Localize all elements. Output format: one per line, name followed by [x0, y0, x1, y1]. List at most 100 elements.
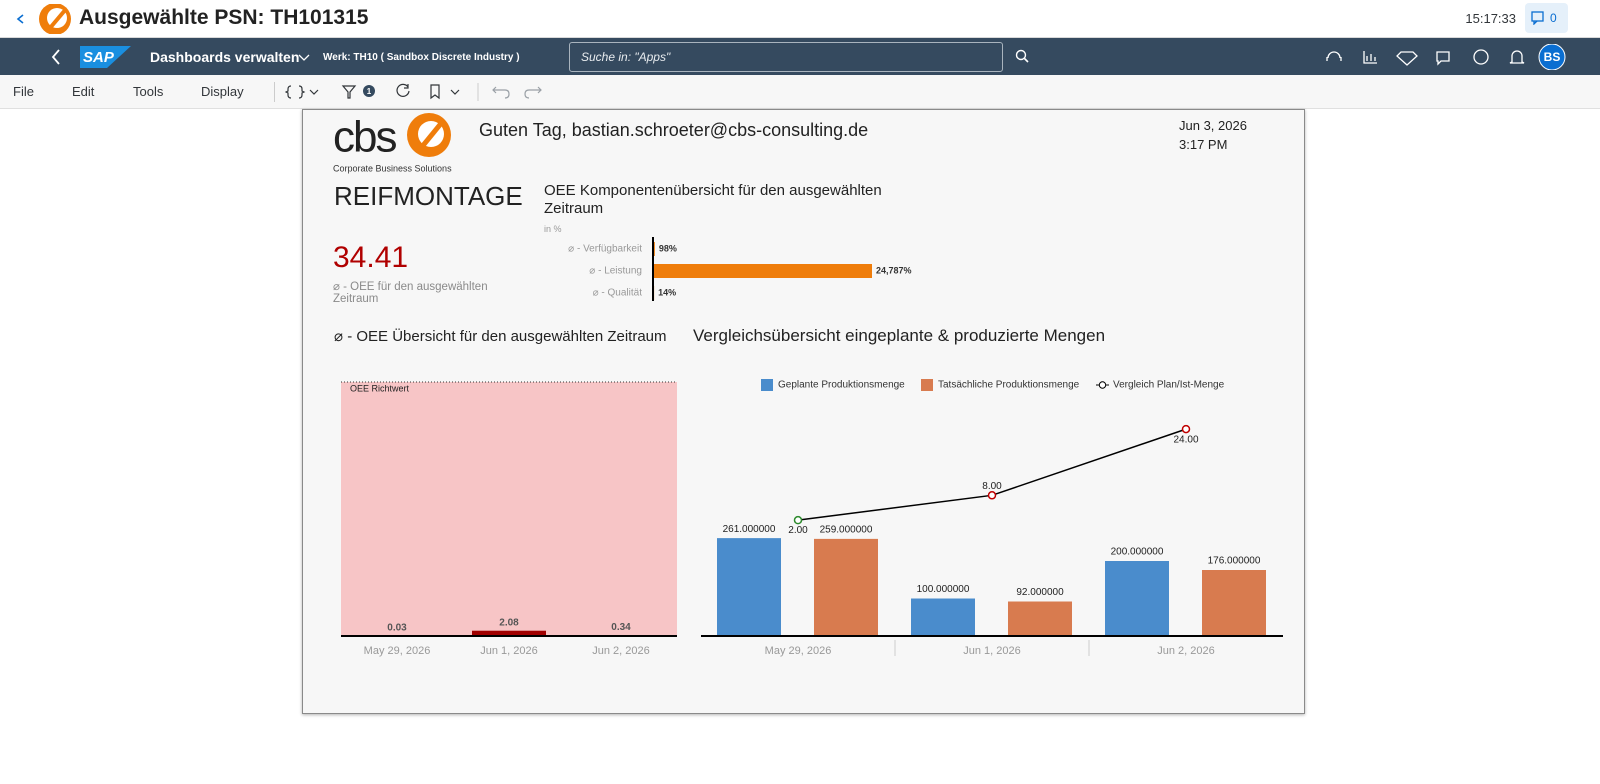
cbs-logo-slash [419, 119, 445, 150]
time: 3:17 PM [1179, 137, 1228, 152]
x-tick-label: May 29, 2026 [765, 645, 832, 657]
help-desk-icon[interactable] [1326, 51, 1342, 61]
legend-label: Geplante Produktionsmenge [778, 380, 905, 391]
bar [814, 538, 878, 636]
value-label: 0.34 [611, 622, 631, 633]
oee-title: ⌀ - OEE Übersicht für den ausgewählten Z… [334, 328, 667, 345]
value-label: 92.000000 [1016, 587, 1064, 598]
cbs-logo-text: cbs [333, 113, 396, 162]
notification-count: 0 [1550, 11, 1557, 25]
toolbar-icons: 1 [285, 83, 542, 101]
kpi-label: ⌀ - OEE für den ausgewählten Zeitraum [333, 281, 488, 305]
bell-icon[interactable] [1509, 50, 1525, 64]
legend-label: Tatsächliche Produktionsmenge [938, 380, 1080, 391]
point-label: 8.00 [982, 481, 1002, 492]
cbs-tagline: Corporate Business Solutions [333, 163, 452, 173]
value-label: 2.08 [499, 617, 519, 628]
x-tick-label: Jun 1, 2026 [480, 645, 538, 657]
bar [911, 598, 975, 636]
value-label: 98% [659, 243, 677, 253]
sap-logo-shape [80, 46, 131, 68]
help-icon[interactable] [1473, 49, 1489, 65]
app-title[interactable]: Dashboards verwalten [150, 49, 300, 65]
search-placeholder: Suche in: "Apps" [581, 50, 671, 64]
script-icon[interactable] [285, 85, 306, 99]
menu[interactable]: Edit [72, 84, 95, 99]
filter-icon[interactable] [341, 85, 357, 99]
script-chevron[interactable] [309, 89, 319, 95]
components-subtitle: in % [544, 224, 562, 234]
bar [717, 538, 781, 636]
bookmark-icon[interactable] [430, 84, 440, 100]
quantity-chart: Geplante Produktionsmenge Tatsächliche Pr… [701, 379, 1283, 657]
kpi-value: 34.41 [333, 241, 409, 274]
clock: 15:17:33 [1465, 11, 1516, 26]
notifications-button[interactable]: 0 [1525, 3, 1568, 33]
line-point [793, 515, 803, 525]
feedback-icon[interactable] [1436, 51, 1450, 66]
point-label: 24.00 [1173, 435, 1198, 446]
bookmark-chevron[interactable] [450, 89, 460, 95]
value-label: 0.03 [387, 623, 407, 634]
back-button[interactable] [16, 14, 24, 24]
redo-icon[interactable] [524, 86, 542, 99]
undo-icon[interactable] [492, 86, 510, 99]
greeting: Guten Tag, bastian.schroeter@cbs-consult… [479, 120, 869, 140]
search-button[interactable] [1015, 49, 1030, 64]
point-label: 2.00 [788, 525, 808, 536]
value-label: 14% [658, 287, 676, 297]
dashboard: cbs Corporate Business Solutions Guten T… [302, 109, 1305, 714]
category-label: ⌀ - Leistung [589, 266, 642, 277]
cbs-logo: cbs Corporate Business Solutions [333, 113, 452, 174]
components-title: OEE Komponentenübersicht für den ausgewä… [544, 182, 882, 217]
search-field[interactable]: Suche in: "Apps" [569, 42, 1003, 72]
menu[interactable]: Display [201, 84, 244, 99]
x-tick-label: Jun 1, 2026 [963, 645, 1021, 657]
app-menu-chevron[interactable] [298, 53, 310, 63]
analytics-icon[interactable] [1363, 51, 1377, 64]
shell-back[interactable] [51, 49, 60, 65]
value-label: 100.000000 [917, 584, 970, 595]
line-point [1181, 424, 1191, 434]
line-point [987, 491, 997, 500]
reference-label: OEE Richtwert [350, 383, 410, 393]
category-label: ⌀ - Verfügbarkeit [568, 244, 642, 255]
filter-count: 1 [367, 87, 372, 96]
bar [1202, 570, 1266, 636]
bar [1105, 561, 1169, 636]
app-logo-slash [48, 7, 68, 30]
bar [1008, 601, 1072, 636]
value-label: 259.000000 [820, 525, 873, 536]
x-tick-label: May 29, 2026 [364, 645, 431, 657]
nav-icons [16, 4, 71, 34]
legend-marker [1098, 381, 1107, 389]
plant: Werk: TH10 ( Sandbox Discrete Industry ) [323, 52, 520, 63]
date: Jun 3, 2026 [1179, 118, 1247, 133]
refresh-icon[interactable] [396, 83, 410, 97]
legend-label: Vergleich Plan/Ist-Menge [1113, 380, 1225, 391]
shell-bar: SAP Dashboards verwalten Werk: TH10 ( Sa… [0, 38, 1600, 75]
value-label: 176.000000 [1208, 556, 1261, 567]
bar [654, 242, 655, 256]
bar [654, 264, 872, 278]
shell-actions: BS [1326, 44, 1566, 70]
shell-logo: SAP [51, 46, 131, 68]
whats-new-icon[interactable] [1396, 51, 1418, 66]
menu[interactable]: Tools [133, 84, 164, 99]
reference-area [341, 382, 677, 636]
section-title: REIFMONTAGE [334, 181, 523, 211]
menu[interactable]: File [13, 84, 34, 99]
title-bar: Ausgewählte PSN: TH101315 15:17:33 0 [0, 0, 1600, 38]
filter-badge [363, 85, 375, 97]
oee-chart: OEE Richtwert 0.03 May 29, 2026 2.08 Jun 1, … [341, 381, 677, 657]
bar [472, 630, 546, 636]
avatar-circle[interactable] [1538, 44, 1566, 70]
notification-icon [1531, 11, 1544, 25]
avatar-initials: BS [1544, 50, 1561, 64]
legend-swatch [921, 379, 933, 391]
components-chart: ⌀ - Verfügbarkeit 98% ⌀ - Leistung 24,787% ⌀… [568, 237, 912, 301]
value-label: 261.000000 [723, 524, 776, 535]
quantity-title: Vergleichsübersicht eingeplante & produz… [693, 326, 1106, 345]
legend-swatch [761, 379, 773, 391]
